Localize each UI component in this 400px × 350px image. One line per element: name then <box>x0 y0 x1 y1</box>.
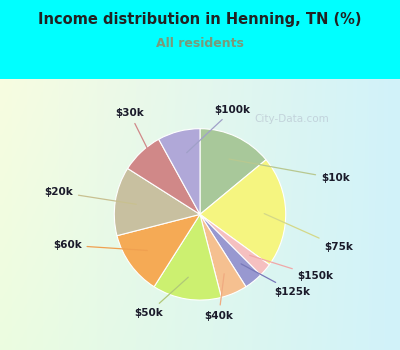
Text: Income distribution in Henning, TN (%): Income distribution in Henning, TN (%) <box>38 12 362 27</box>
Wedge shape <box>154 214 221 300</box>
Wedge shape <box>200 160 286 265</box>
Wedge shape <box>117 214 200 287</box>
Text: $125k: $125k <box>241 264 310 296</box>
Wedge shape <box>200 214 269 275</box>
Text: $40k: $40k <box>204 274 233 321</box>
Text: $150k: $150k <box>250 255 334 281</box>
Wedge shape <box>200 214 246 298</box>
Wedge shape <box>159 129 200 214</box>
Wedge shape <box>200 214 261 287</box>
Text: $50k: $50k <box>134 277 188 318</box>
Text: $20k: $20k <box>44 187 136 204</box>
Text: $100k: $100k <box>187 105 250 153</box>
Wedge shape <box>200 129 266 214</box>
Text: $75k: $75k <box>264 214 353 252</box>
Text: $60k: $60k <box>53 240 147 251</box>
Text: City-Data.com: City-Data.com <box>255 114 329 124</box>
Text: $10k: $10k <box>229 159 350 183</box>
Wedge shape <box>128 139 200 214</box>
Wedge shape <box>114 168 200 236</box>
Text: $30k: $30k <box>115 108 156 167</box>
Text: All residents: All residents <box>156 37 244 50</box>
